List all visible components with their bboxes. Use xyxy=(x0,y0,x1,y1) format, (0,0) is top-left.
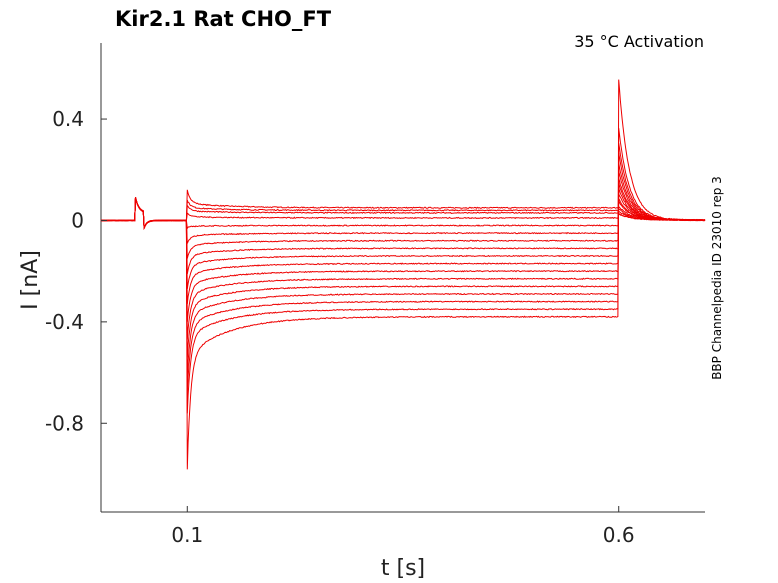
y-ticks: 0.4 0 -0.4 -0.8 xyxy=(45,107,107,435)
current-trace xyxy=(101,188,706,289)
current-trace xyxy=(101,196,706,259)
y-tick-label: 0.4 xyxy=(52,107,84,131)
current-trace xyxy=(100,197,706,230)
current-trace xyxy=(100,152,706,376)
x-tick-label: 0.1 xyxy=(171,523,203,547)
current-trace xyxy=(100,177,706,322)
current-trace xyxy=(100,189,706,229)
current-trace xyxy=(101,79,706,470)
current-trace xyxy=(100,193,706,274)
current-trace xyxy=(100,128,706,414)
traces xyxy=(100,79,706,470)
current-trace xyxy=(100,197,706,229)
chart-title: Kir2.1 Rat CHO_FT xyxy=(115,7,332,31)
current-trace xyxy=(100,170,706,340)
current-trace xyxy=(100,162,705,358)
y-tick-label: -0.8 xyxy=(45,411,84,435)
chart-subtitle: 35 °C Activation xyxy=(574,32,704,51)
current-trace xyxy=(100,143,706,394)
current-trace xyxy=(100,197,706,229)
x-ticks: 0.1 0.6 xyxy=(171,506,635,547)
x-axis-label: t [s] xyxy=(381,556,425,581)
side-note: BBP Channelpedia ID 23010 rep 3 xyxy=(710,176,724,380)
current-trace xyxy=(100,197,706,230)
y-tick-label: 0 xyxy=(71,208,84,232)
y-axis-label: I [nA] xyxy=(18,250,43,310)
axes xyxy=(100,43,705,513)
y-tick-label: -0.4 xyxy=(45,310,84,334)
x-tick-label: 0.6 xyxy=(603,523,635,547)
current-trace xyxy=(100,197,706,244)
current-trace xyxy=(100,183,706,305)
